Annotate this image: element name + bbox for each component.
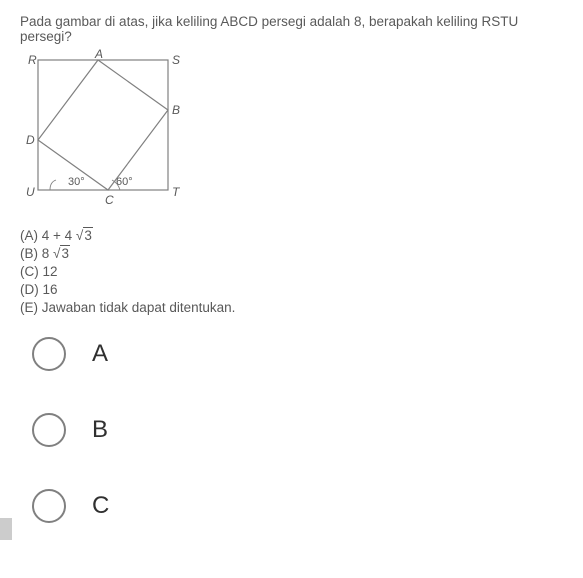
svg-text:S: S: [172, 53, 180, 67]
radio-circle-icon: [32, 337, 66, 371]
svg-text:R: R: [28, 53, 37, 67]
radio-options: A B C: [20, 337, 563, 523]
svg-text:D: D: [26, 133, 35, 147]
page-indicator: [0, 518, 12, 540]
radio-circle-icon: [32, 413, 66, 447]
answer-d: (D) 16: [20, 282, 563, 297]
option-a[interactable]: A: [20, 337, 563, 371]
answer-e: (E) Jawaban tidak dapat ditentukan.: [20, 300, 563, 315]
option-c[interactable]: C: [20, 489, 563, 523]
svg-text:T: T: [172, 185, 181, 199]
svg-text:30°: 30°: [68, 176, 85, 188]
radio-circle-icon: [32, 489, 66, 523]
option-label: C: [92, 492, 109, 520]
question-text: Pada gambar di atas, jika keliling ABCD …: [20, 14, 563, 44]
svg-text:B: B: [172, 103, 180, 117]
svg-text:U: U: [26, 185, 35, 199]
answer-c: (C) 12: [20, 264, 563, 279]
answer-choices: (A) 4 + 4 3 (B) 8 3 (C) 12 (D) 16 (E) Ja…: [20, 228, 563, 315]
option-label: A: [92, 340, 108, 368]
svg-text:C: C: [105, 193, 114, 207]
geometry-diagram: RSTUABCD30°60°: [20, 48, 563, 218]
svg-text:A: A: [94, 48, 103, 61]
answer-b: (B) 8 3: [20, 246, 563, 261]
answer-a: (A) 4 + 4 3: [20, 228, 563, 243]
option-label: B: [92, 416, 108, 444]
option-b[interactable]: B: [20, 413, 563, 447]
